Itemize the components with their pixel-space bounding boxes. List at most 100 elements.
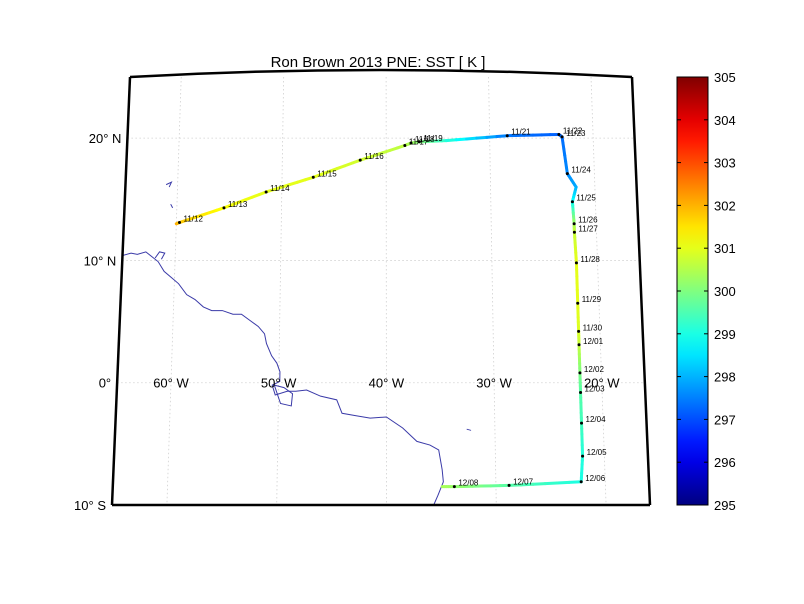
track-position-dot <box>417 140 421 144</box>
track-segment <box>519 482 535 487</box>
track-segment <box>495 134 509 139</box>
track-date-label: 11/14 <box>270 184 290 193</box>
map-title: Ron Brown 2013 PNE: SST [ K ] <box>271 54 486 71</box>
track-date-label: 11/21 <box>511 128 531 137</box>
map-frame-right <box>630 76 652 506</box>
colorbar-tick-label: 297 <box>714 412 736 427</box>
colorbar-tick-label: 305 <box>714 70 736 85</box>
track-date-label: 11/19 <box>423 134 443 143</box>
colorbar-tick-label: 296 <box>714 455 736 470</box>
track-position-dot <box>577 329 581 333</box>
latitude-label: 10° S <box>74 498 106 513</box>
map-axis-labels: 20° N 10° N 0° 10° S 60° W 50° W 40° W 30° W 20°… <box>74 131 620 513</box>
colorbar-gradient <box>676 76 709 506</box>
track-date-label: 12/08 <box>458 479 479 488</box>
track-date-label: 12/07 <box>513 477 534 486</box>
track-position-dot <box>574 261 578 265</box>
island-outline <box>165 181 173 188</box>
longitude-label: 50° W <box>261 376 297 391</box>
track-position-dot <box>560 135 564 139</box>
track-position-dot <box>178 221 182 225</box>
track-position-dot <box>565 172 569 176</box>
track-date-label: 11/13 <box>228 200 248 209</box>
track-date-label: 12/01 <box>583 337 604 346</box>
track-date-label: 12/02 <box>584 365 605 374</box>
track-segment <box>507 483 523 487</box>
longitude-label: 20° W <box>584 376 620 391</box>
track-date-label: 11/25 <box>576 194 596 203</box>
track-position-dot <box>264 190 268 194</box>
colorbar-tick-label: 303 <box>714 156 736 171</box>
coastline <box>122 181 472 506</box>
colorbar-tick-label: 301 <box>714 241 736 256</box>
track-date-labels: 11/1211/1311/1411/1511/1611/1711/1811/19… <box>178 126 608 489</box>
track-date-label: 12/04 <box>586 415 607 424</box>
longitude-label: 60° W <box>153 376 189 391</box>
latitude-label: 10° N <box>84 253 117 268</box>
track-segment <box>465 136 479 141</box>
colorbar-tick-label: 302 <box>714 198 736 213</box>
track-segment <box>531 482 547 486</box>
track-segment <box>444 138 458 143</box>
sst-colorbar: 305 304 303 302 301 300 299 298 297 296 295 <box>676 70 736 513</box>
track-date-label: 11/30 <box>583 323 603 332</box>
track-position-dot <box>507 483 511 487</box>
colorbar-tick-label: 295 <box>714 498 736 513</box>
meridian-line <box>166 76 182 506</box>
track-date-label: 11/26 <box>578 216 598 225</box>
colorbar-tick-label: 300 <box>714 284 736 299</box>
meridian-line <box>276 76 285 506</box>
latitude-label: 0° <box>99 376 111 391</box>
island-outline <box>170 203 174 209</box>
track-position-dot <box>505 134 509 138</box>
track-date-label: 11/24 <box>571 166 591 175</box>
longitude-label: 40° W <box>369 376 405 391</box>
track-date-label: 11/23 <box>566 129 586 138</box>
track-segment <box>454 137 469 142</box>
track-position-dot <box>452 485 456 489</box>
track-position-dot <box>222 206 226 210</box>
track-date-label: 12/06 <box>585 474 606 483</box>
track-position-dot <box>403 143 407 147</box>
track-segment <box>567 480 583 484</box>
track-date-label: 11/15 <box>317 169 337 178</box>
trinidad-outline <box>154 251 166 260</box>
track-segment <box>475 135 489 140</box>
graticule <box>117 76 645 506</box>
south-america-coastline <box>122 251 444 506</box>
track-date-label: 11/22 <box>563 126 583 135</box>
track-date-label: 11/29 <box>582 295 602 304</box>
track-position-dot <box>578 371 582 375</box>
map-frame-left <box>110 76 132 506</box>
map-frame <box>110 68 652 507</box>
track-position-dot <box>577 343 581 347</box>
track-segment <box>555 480 571 485</box>
track-date-label: 12/03 <box>585 384 606 393</box>
track-date-label: 11/16 <box>364 152 384 161</box>
track-date-label: 11/18 <box>415 135 435 144</box>
track-position-dot <box>580 421 584 425</box>
meridian-line <box>488 76 497 506</box>
track-segment <box>543 481 559 486</box>
track-date-label: 11/12 <box>184 215 204 224</box>
island-outline <box>466 428 472 431</box>
track-date-label: 11/27 <box>578 224 598 233</box>
track-position-dot <box>572 222 576 226</box>
track-position-dot <box>579 480 583 484</box>
track-date-label: 12/05 <box>587 448 608 457</box>
track-segment <box>485 135 499 139</box>
map-frame-top <box>129 68 633 79</box>
latitude-label: 20° N <box>89 131 122 146</box>
track-position-dot <box>311 175 315 179</box>
track-position-dot <box>409 141 413 145</box>
track-position-dot <box>557 132 561 136</box>
colorbar-tick-label: 298 <box>714 370 736 385</box>
track-position-dot <box>581 454 585 458</box>
track-position-dot <box>358 158 362 162</box>
colorbar-tick-label: 304 <box>714 113 736 128</box>
track-date-label: 11/28 <box>580 255 600 264</box>
meridian-line <box>590 76 607 506</box>
track-position-dot <box>579 390 583 394</box>
track-position-dot <box>572 230 576 234</box>
